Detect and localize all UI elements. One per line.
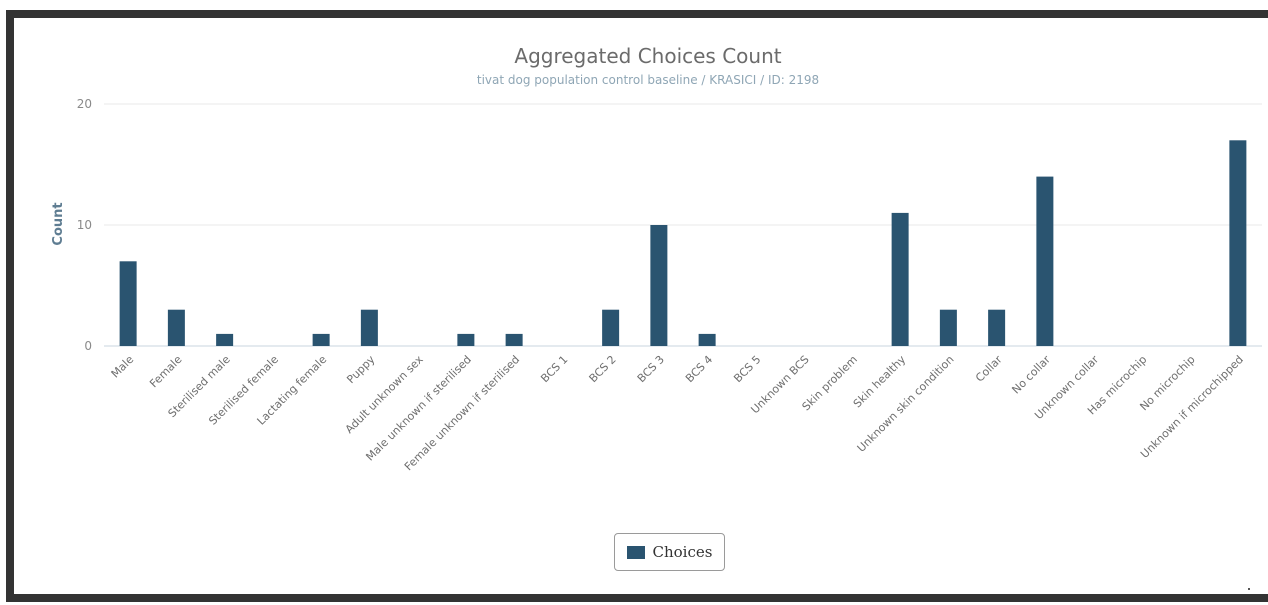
bar-unknown-if-microchipped[interactable] [1229,140,1247,346]
legend-label: Choices [652,543,713,561]
bars [119,140,1247,346]
bar-lactating-female[interactable] [312,333,330,346]
y-axis-label: Count [51,202,66,245]
bar-sterilised-male[interactable] [216,333,234,346]
y-tick-label: 10 [77,218,92,232]
x-tick-label: Unknown if microchipped [1138,353,1246,461]
corner-mark [1248,588,1250,590]
x-tick-label: BCS 2 [587,353,619,385]
bar-female-unknown-if-sterilised[interactable] [505,333,523,346]
bar-skin-healthy[interactable] [891,212,909,346]
x-tick-label: Male [109,353,137,381]
x-tick-label: Unknown skin condition [855,353,957,455]
bar-no-collar[interactable] [1036,176,1054,346]
chart-title: Aggregated Choices Count [514,44,781,68]
y-tick-labels: 0 10 20 [77,97,92,353]
legend-swatch [626,545,645,559]
bar-bcs-3[interactable] [650,225,668,346]
x-tick-label: BCS 5 [731,353,763,385]
y-tick-label: 20 [77,97,92,111]
x-tick-label: Puppy [344,353,378,387]
bar-female[interactable] [167,309,185,346]
x-tick-label: Collar [973,353,1005,385]
bar-male[interactable] [119,261,137,346]
bar-male-unknown-if-sterilised[interactable] [457,333,475,346]
bar-puppy[interactable] [360,309,378,346]
chart-frame [6,10,1268,602]
legend[interactable]: Choices [614,533,725,571]
x-tick-label: BCS 4 [683,353,715,385]
bar-unknown-skin-condition[interactable] [939,309,957,346]
bar-bcs-4[interactable] [698,333,716,346]
chart-subtitle: tivat dog population control baseline / … [477,73,819,87]
grid-layer [104,103,1262,347]
bar-collar[interactable] [988,309,1006,346]
x-tick-label: BCS 3 [635,353,667,385]
bar-bcs-2[interactable] [602,309,620,346]
x-tick-label: Female [147,353,184,390]
x-tick-label: BCS 1 [538,353,570,385]
y-tick-label: 0 [84,339,92,353]
x-tick-label: No collar [1009,353,1053,397]
